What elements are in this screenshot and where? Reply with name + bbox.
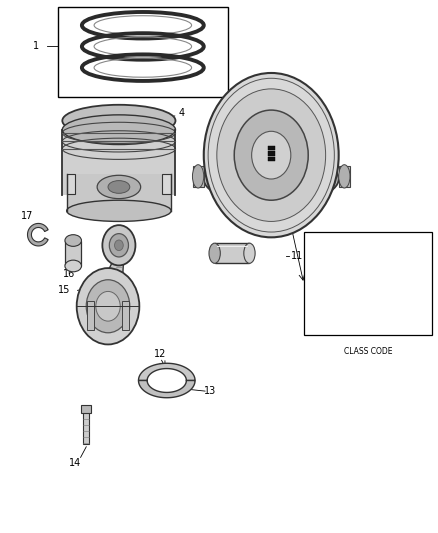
Text: 14: 14 [69,458,81,467]
Text: 8 = CL.B + 0.1: 8 = CL.B + 0.1 [309,302,367,308]
Polygon shape [95,259,124,298]
Ellipse shape [86,280,130,333]
Text: 11: 11 [291,251,303,261]
Ellipse shape [108,181,130,193]
Bar [83,410,89,444]
Ellipse shape [77,268,139,344]
Text: 4: 4 [179,108,185,118]
Text: 1: 1 [33,42,39,52]
Polygon shape [339,166,350,187]
Ellipse shape [62,105,176,136]
Bar [122,301,129,330]
Text: 17: 17 [21,211,34,221]
Ellipse shape [339,165,350,188]
Bar [81,405,91,414]
Text: 9 = CL.C + 0.1: 9 = CL.C + 0.1 [309,318,367,324]
Text: 1 = CL.A: 1 = CL.A [309,238,341,245]
Ellipse shape [204,154,339,205]
Bar [65,240,81,266]
Text: 7 = CL.A + 0.1: 7 = CL.A + 0.1 [309,286,367,292]
Text: SUPPLIER CODE: SUPPLIER CODE [224,96,284,105]
Polygon shape [138,381,195,398]
Bar [304,232,432,335]
Text: 2 = CL.B: 2 = CL.B [309,254,341,260]
Text: 12: 12 [154,349,166,359]
Ellipse shape [234,110,308,200]
Ellipse shape [252,131,291,179]
Bar [215,243,250,263]
Bar [58,7,228,97]
Bar [268,157,275,161]
Polygon shape [138,364,195,381]
Polygon shape [62,130,176,195]
Ellipse shape [217,89,325,221]
Ellipse shape [110,233,128,257]
Ellipse shape [67,200,171,221]
Polygon shape [193,166,204,187]
Ellipse shape [62,115,176,144]
Ellipse shape [192,165,204,188]
Ellipse shape [244,243,255,263]
Polygon shape [28,223,48,246]
Ellipse shape [115,240,123,251]
Ellipse shape [102,225,135,265]
Text: 16: 16 [63,270,75,279]
Text: 3 = CL.C: 3 = CL.C [309,270,341,276]
Text: 15: 15 [58,285,71,295]
Polygon shape [67,174,75,194]
Polygon shape [162,174,171,194]
Ellipse shape [96,292,120,321]
Ellipse shape [209,243,220,263]
Bar [87,301,94,330]
Text: CLASS CODE: CLASS CODE [344,347,392,356]
Bar [67,174,171,211]
Bar [268,146,275,150]
Text: 13: 13 [204,386,216,396]
Ellipse shape [97,175,141,199]
Ellipse shape [65,260,81,272]
Ellipse shape [204,73,339,237]
Bar [268,151,275,156]
Ellipse shape [65,235,81,246]
